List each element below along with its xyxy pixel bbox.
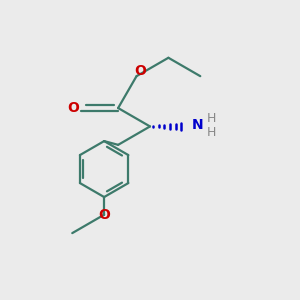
Text: H: H	[207, 112, 216, 125]
Text: O: O	[134, 64, 146, 78]
Text: O: O	[67, 101, 79, 115]
Text: O: O	[98, 208, 110, 222]
Text: N: N	[192, 118, 204, 132]
Text: H: H	[207, 126, 216, 140]
